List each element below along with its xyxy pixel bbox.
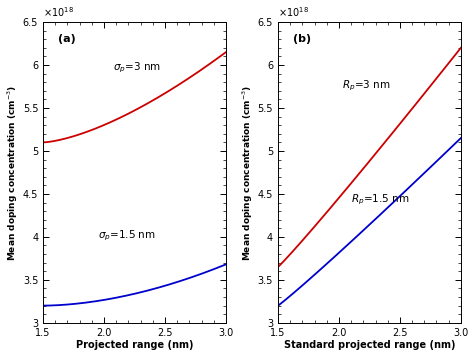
X-axis label: Standard projected range (nm): Standard projected range (nm): [283, 340, 455, 350]
Text: (b): (b): [292, 34, 311, 44]
Text: $\times10^{18}$: $\times10^{18}$: [43, 5, 74, 19]
Text: $\sigma_{p}$=1.5 nm: $\sigma_{p}$=1.5 nm: [98, 229, 156, 244]
X-axis label: Projected range (nm): Projected range (nm): [76, 340, 193, 350]
Y-axis label: Mean doping concentration (cm$^{-3}$): Mean doping concentration (cm$^{-3}$): [240, 84, 255, 261]
Text: $\sigma_{p}$=3 nm: $\sigma_{p}$=3 nm: [112, 61, 161, 75]
Text: (a): (a): [58, 34, 75, 44]
Y-axis label: Mean doping concentration (cm$^{-3}$): Mean doping concentration (cm$^{-3}$): [6, 84, 20, 261]
Text: $R_{p}$=3 nm: $R_{p}$=3 nm: [342, 79, 391, 93]
Text: $R_{p}$=1.5 nm: $R_{p}$=1.5 nm: [351, 193, 410, 207]
Text: $\times10^{18}$: $\times10^{18}$: [278, 5, 309, 19]
